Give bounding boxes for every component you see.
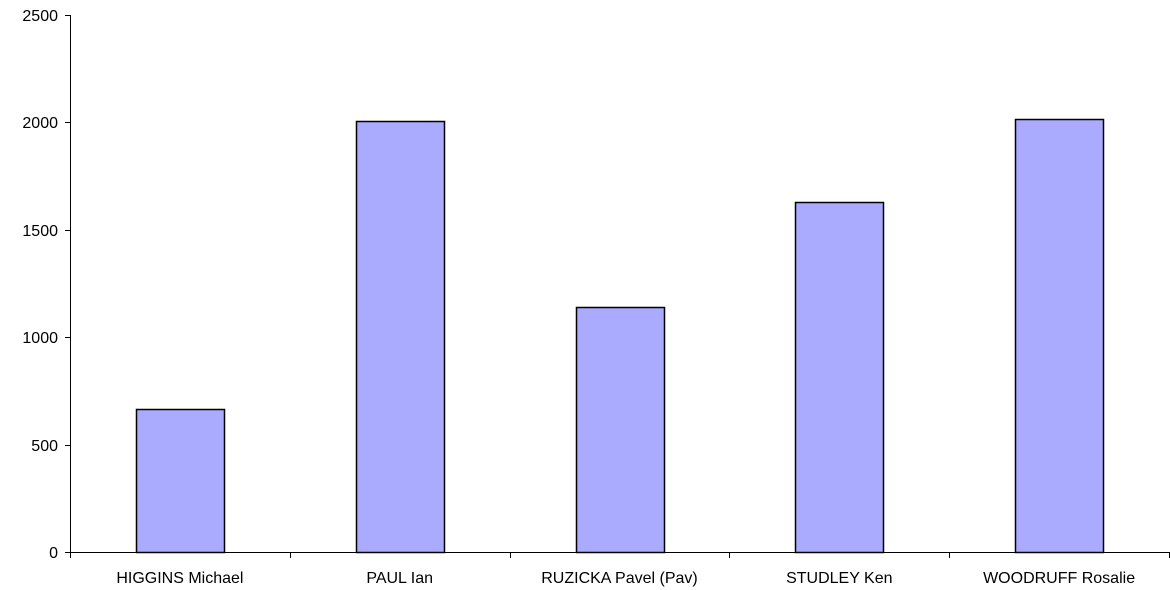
bar-ruzicka-pavel-pav: [575, 306, 666, 554]
bar-paul-ian: [355, 120, 446, 554]
bars: [135, 118, 1105, 554]
y-tick-label: 1000: [22, 330, 58, 347]
x-axis-tick-labels: HIGGINS Michael PAUL Ian RUZICKA Pavel (Pa…: [116, 570, 1135, 587]
y-tick-label: 2000: [22, 115, 58, 132]
bar-higgins-michael: [135, 408, 226, 554]
y-tick-label: 2500: [22, 8, 58, 25]
x-tick-label: PAUL Ian: [366, 570, 433, 587]
y-axis-tick-labels: 0 500 1000 1500 2000 2500: [22, 8, 58, 562]
x-tick-label: WOODRUFF Rosalie: [983, 570, 1135, 587]
x-tick-label: RUZICKA Pavel (Pav): [541, 570, 697, 587]
y-tick-label: 0: [49, 545, 58, 562]
x-tick-label: HIGGINS Michael: [116, 570, 243, 587]
bar-woodruff-rosalie: [1014, 118, 1105, 554]
x-tick-label: STUDLEY Ken: [786, 570, 892, 587]
y-tick-label: 1500: [22, 223, 58, 240]
bar-studley-ken: [794, 201, 885, 554]
y-axis-ticks: [65, 15, 70, 553]
y-tick-label: 500: [31, 438, 58, 455]
